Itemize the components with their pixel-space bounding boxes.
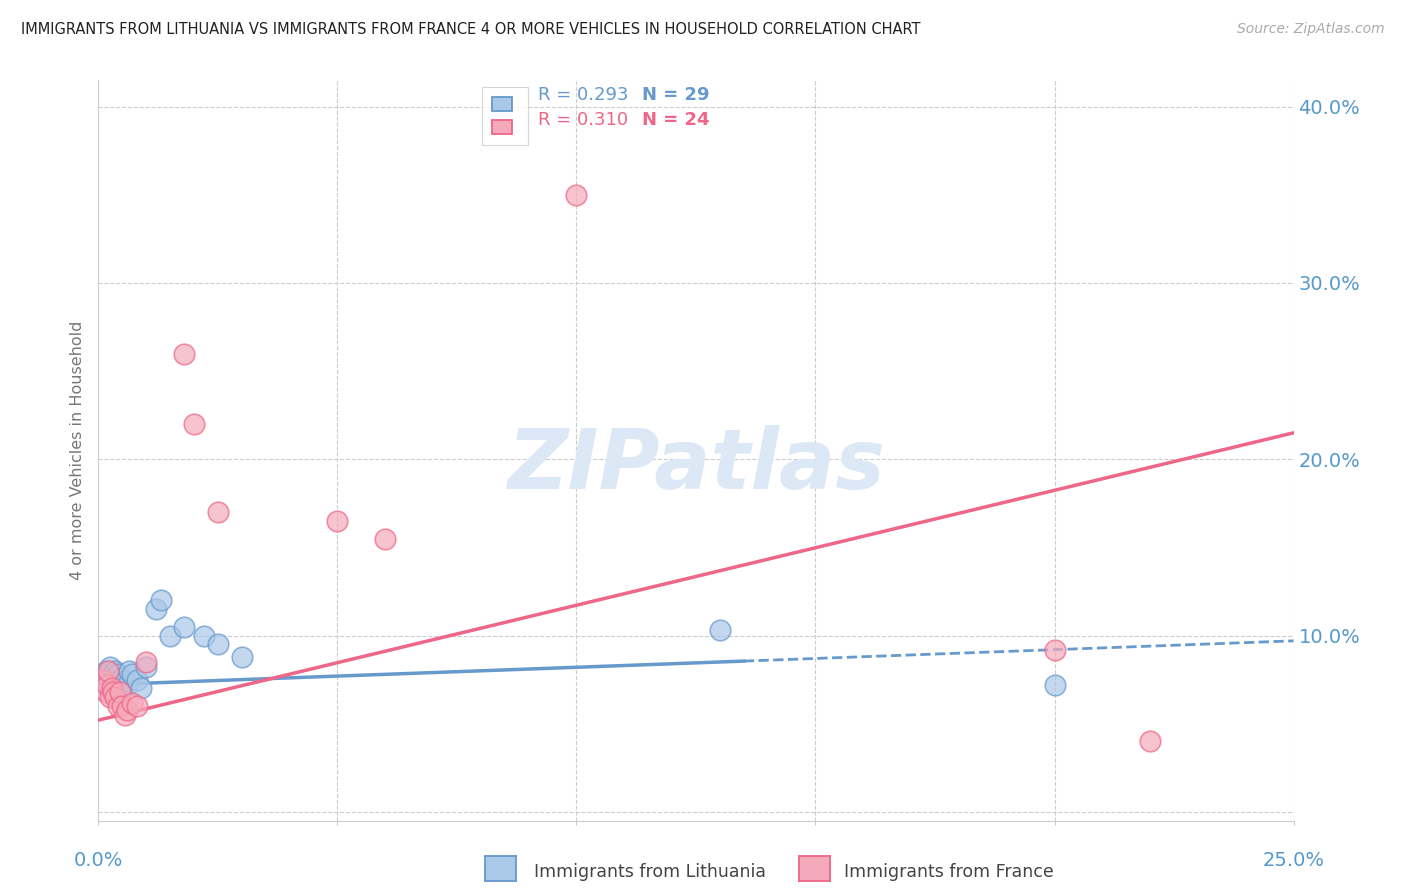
Point xyxy=(1043,642,1066,657)
Point xyxy=(565,187,588,202)
Point xyxy=(374,532,396,546)
Point xyxy=(159,628,181,642)
Point xyxy=(115,703,138,717)
Text: R = 0.310: R = 0.310 xyxy=(538,112,628,129)
Point xyxy=(135,660,157,674)
Point xyxy=(101,673,124,687)
Point xyxy=(107,699,129,714)
Text: 0.0%: 0.0% xyxy=(73,851,124,870)
Point xyxy=(115,678,138,692)
Point xyxy=(97,664,120,678)
Text: Immigrants from Lithuania: Immigrants from Lithuania xyxy=(534,863,766,881)
Point xyxy=(173,620,195,634)
Point xyxy=(104,664,127,678)
Point xyxy=(91,673,114,687)
Point xyxy=(94,664,117,678)
Point xyxy=(326,514,349,528)
Text: ZIPatlas: ZIPatlas xyxy=(508,425,884,506)
Point xyxy=(183,417,205,431)
Point xyxy=(131,681,153,696)
Point xyxy=(145,602,167,616)
Point xyxy=(94,685,117,699)
Point xyxy=(111,699,134,714)
Point xyxy=(98,660,122,674)
Legend: , : , xyxy=(482,87,527,145)
Text: N = 29: N = 29 xyxy=(643,87,710,104)
Point xyxy=(114,707,136,722)
Point xyxy=(101,681,124,696)
Point xyxy=(125,699,148,714)
Point xyxy=(125,673,148,687)
Point xyxy=(207,637,229,651)
Point xyxy=(96,678,118,692)
Point xyxy=(193,628,215,642)
Point xyxy=(114,674,136,689)
Point xyxy=(118,664,141,678)
Point xyxy=(105,674,128,689)
Point xyxy=(111,671,134,685)
Point xyxy=(108,681,131,696)
Point xyxy=(173,346,195,360)
Text: IMMIGRANTS FROM LITHUANIA VS IMMIGRANTS FROM FRANCE 4 OR MORE VEHICLES IN HOUSEH: IMMIGRANTS FROM LITHUANIA VS IMMIGRANTS … xyxy=(21,22,921,37)
Point xyxy=(121,696,143,710)
Point xyxy=(149,593,172,607)
Point xyxy=(91,673,114,687)
Point xyxy=(121,667,143,681)
Point xyxy=(1043,678,1066,692)
Text: R = 0.293: R = 0.293 xyxy=(538,87,628,104)
Text: N = 24: N = 24 xyxy=(643,112,710,129)
Point xyxy=(108,685,131,699)
Y-axis label: 4 or more Vehicles in Household: 4 or more Vehicles in Household xyxy=(70,321,86,580)
Point xyxy=(101,685,124,699)
Text: Source: ZipAtlas.com: Source: ZipAtlas.com xyxy=(1237,22,1385,37)
Point xyxy=(709,624,731,638)
Point xyxy=(1139,734,1161,748)
Point xyxy=(97,681,120,696)
Point xyxy=(207,505,229,519)
Point xyxy=(107,667,129,681)
Point xyxy=(97,667,120,681)
Point xyxy=(98,690,122,705)
Point xyxy=(104,690,127,705)
Point xyxy=(101,685,124,699)
Point xyxy=(96,678,118,692)
Text: Immigrants from France: Immigrants from France xyxy=(844,863,1053,881)
Point xyxy=(231,649,253,664)
Point xyxy=(135,655,157,669)
Text: 25.0%: 25.0% xyxy=(1263,851,1324,870)
